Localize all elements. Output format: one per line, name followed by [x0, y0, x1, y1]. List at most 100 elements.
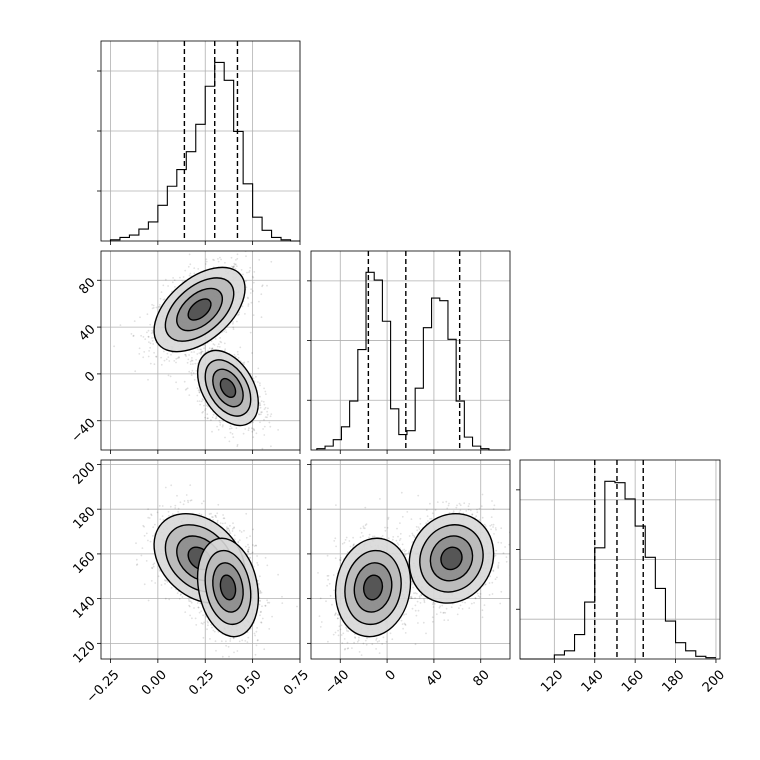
- scatter-p3-p1-point-0-524: [142, 524, 145, 527]
- scatter-p2-p1-point-1-472: [219, 340, 222, 343]
- scatter-p2-p1-point-0-659: [194, 362, 197, 365]
- scatter-p3-p1-point-0-765: [178, 598, 181, 600]
- scatter-p2-p1-point-0-287: [220, 258, 223, 261]
- scatter-p2-p1-point-0-1362: [245, 286, 248, 289]
- scatter-p2-p1-point-0-1381: [200, 348, 203, 351]
- scatter-p2-p1-contour-1-3: [219, 377, 237, 399]
- scatter-p2-p1-point-1-1244: [263, 408, 266, 410]
- scatter-p3-p1-point-1-295: [220, 640, 223, 643]
- scatter-p3-p1-point-0-576: [174, 507, 177, 509]
- scatter-p3-p1-point-0-15: [152, 563, 155, 566]
- scatter-p2-p1-point-0-1367: [242, 273, 244, 276]
- scatter-p3-p1-point-1-492: [226, 526, 228, 529]
- scatter-p3-p1-point-0-212: [166, 581, 169, 583]
- scatter-p2-p1-point-0-791: [160, 291, 163, 293]
- scatter-p2-p1-point-0-796: [249, 266, 252, 269]
- scatter-p3-p1-point-0-586: [201, 502, 203, 505]
- scatter-p3-p1-point-1-545: [238, 640, 241, 643]
- scatter-p2-p1-contour-0-3: [187, 298, 212, 321]
- scatter-p2-p1-point-0-106: [155, 355, 158, 358]
- scatter-p2-p1-point-0-1307: [236, 257, 239, 260]
- scatter-p2-p1-point-0-380: [193, 272, 196, 275]
- scatter-p2-p1-point-0-970: [247, 305, 250, 307]
- scatter-p3-p1-point-0-507: [147, 599, 150, 602]
- scatter-p2-p1-point-1-126: [247, 360, 250, 363]
- scatter-p2-p1-point-0-930: [185, 355, 188, 357]
- scatter-p2-p1-point-0-1227: [198, 352, 201, 354]
- scatter-p2-p1-point-1-1392: [198, 391, 201, 394]
- scatter-p2-p1-point-1-560: [195, 358, 198, 361]
- scatter-p3-p1-point-0-1009: [164, 579, 167, 582]
- scatter-p3-p1-point-0-7: [153, 562, 156, 565]
- scatter-p2-p1-point-0-414: [232, 321, 235, 323]
- scatter-p2-p1-point-0-1273: [142, 336, 145, 338]
- scatter-p2-p1-point-1-199: [202, 399, 205, 401]
- scatter-p3-p1-point-0-1174: [156, 511, 159, 514]
- scatter-p3-p1-point-1-216: [247, 550, 249, 552]
- scatter-p2-p1-point-1-880: [232, 328, 235, 331]
- scatter-p2-p1-point-1-729: [195, 369, 198, 372]
- scatter-p2-p1-point-1-898: [251, 427, 253, 430]
- scatter-p3-p1-point-0-64: [189, 484, 192, 486]
- scatter-p2-p1-point-0-712: [248, 271, 250, 274]
- scatter-p3-p1-point-1-254: [247, 551, 250, 554]
- scatter-p2-p1-point-0-951: [163, 359, 166, 362]
- scatter-p2-p1-point-0-528: [146, 331, 148, 334]
- scatter-p3-p1-point-0-459: [161, 515, 164, 517]
- scatter-p2-p1-point-0-18: [191, 359, 194, 362]
- scatter-p2-p1-point-0-186: [238, 313, 240, 316]
- scatter-p2-p1-point-1-1146: [236, 443, 239, 446]
- scatter-p3-p1-point-0-1202: [151, 567, 154, 570]
- scatter-p2-p1-point-0-919: [147, 355, 150, 358]
- scatter-p3-p1-point-1-530: [247, 548, 250, 551]
- scatter-p3-p1-point-0-950: [238, 529, 241, 532]
- scatter-p2-p1-point-1-273: [233, 353, 236, 356]
- scatter-p3-p1-point-0-377: [193, 607, 195, 609]
- scatter-p2-p1-point-0-522: [185, 388, 188, 390]
- scatter-p2-p1-point-0-841: [152, 304, 155, 307]
- scatter-p2-p1-point-0-55: [232, 265, 235, 268]
- scatter-p3-p1-point-0-1007: [149, 540, 152, 543]
- scatter-p3-p1-point-0-689: [227, 527, 230, 530]
- scatter-p3-p1-point-0-823: [221, 522, 224, 525]
- scatter-p2-p1-point-1-288: [219, 424, 222, 426]
- scatter-p2-p1-point-1-1156: [220, 341, 223, 344]
- scatter-p2-p1-point-0-708: [142, 356, 145, 359]
- scatter-p3-p1-point-0-178: [141, 547, 144, 549]
- scatter-p2-p1-point-1-32: [200, 353, 202, 356]
- scatter-p2-p1-density: [153, 266, 260, 427]
- scatter-p3-p1-point-1-202: [210, 512, 212, 515]
- scatter-p2-p1-point-0-1129: [193, 267, 196, 269]
- scatter-p2-p1-point-1-557: [267, 407, 269, 410]
- scatter-p3-p1-point-0-93: [169, 505, 172, 508]
- scatter-p2-p1-point-0-1010: [162, 284, 165, 287]
- scatter-p3-p1-point-0-1027: [164, 579, 166, 581]
- scatter-p2-p1-point-0-1054: [167, 374, 170, 377]
- scatter-p3-p1-point-0-613: [202, 500, 205, 503]
- scatter-p2-p1-point-1-1150: [263, 425, 266, 428]
- scatter-p2-p1-point-1-1238: [266, 416, 268, 419]
- scatter-p2-p1-point-1-228: [247, 429, 250, 432]
- scatter-p3-p1-point-0-307: [161, 505, 164, 507]
- scatter-p2-p1-point-1-90: [259, 384, 261, 387]
- scatter-p3-p1-point-0-1036: [167, 510, 170, 513]
- scatter-p3-p1-point-1-497: [247, 548, 249, 551]
- scatter-p2-p1-point-0-754: [213, 259, 216, 261]
- scatter-p2-p1-point-1-356: [231, 433, 234, 435]
- scatter-p2-p1-point-1-1136: [215, 415, 218, 418]
- scatter-p2-p1-point-1-697: [230, 427, 233, 430]
- scatter-p2-p1-point-1-624: [198, 391, 201, 394]
- scatter-p3-p1-point-0-1159: [170, 586, 173, 589]
- scatter-p2-p1-point-1-461: [263, 387, 265, 390]
- scatter-p3-p1-point-0-84: [189, 499, 192, 502]
- scatter-p3-p1-point-0-158: [229, 524, 231, 527]
- scatter-p2-p1-point-0-436: [205, 260, 208, 263]
- scatter-p3-p1-point-0-779: [150, 513, 153, 516]
- scatter-p3-p1-point-0-350: [143, 583, 146, 586]
- scatter-p2-p1-point-0-1322: [266, 284, 268, 287]
- scatter-p3-p1-point-0-403: [152, 526, 155, 529]
- scatter-p3-p1-point-1-527: [195, 624, 198, 626]
- scatter-p2-p1-contour-0-2: [176, 287, 223, 332]
- scatter-p2-p1-point-0-418: [138, 353, 141, 355]
- scatter-p3-p1-point-1-505: [251, 551, 254, 554]
